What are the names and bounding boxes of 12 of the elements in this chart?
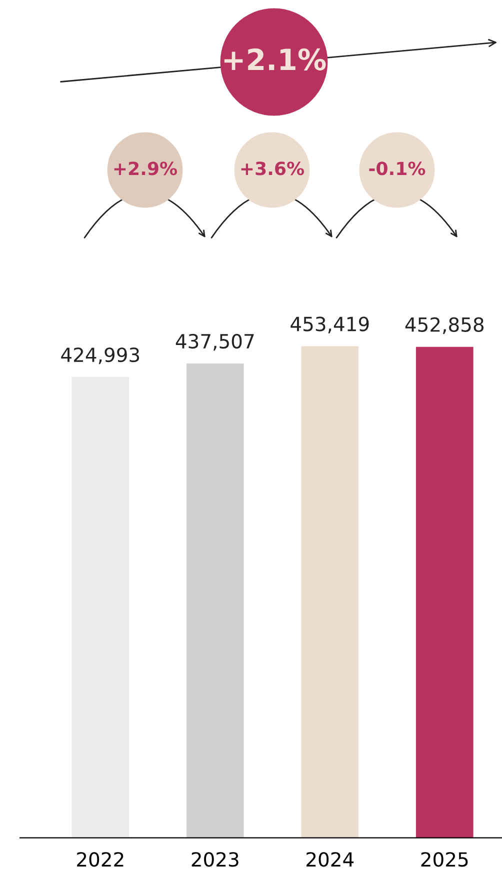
x-tick-label: 2025: [421, 852, 468, 867]
text: +2.1%: [224, 48, 326, 70]
text: -0.1%: [369, 162, 426, 176]
data-label: 452,858: [405, 317, 484, 334]
text: +2.9%: [114, 162, 178, 176]
text: +3.6%: [241, 162, 304, 176]
x-tick-label: 2022: [77, 852, 124, 867]
data-label: 437,507: [176, 334, 254, 351]
data-label: 424,993: [61, 347, 140, 364]
x-tick-label: 2024: [306, 852, 354, 867]
data-label: 453,419: [290, 316, 369, 334]
x-tick-label: 2023: [192, 852, 238, 867]
